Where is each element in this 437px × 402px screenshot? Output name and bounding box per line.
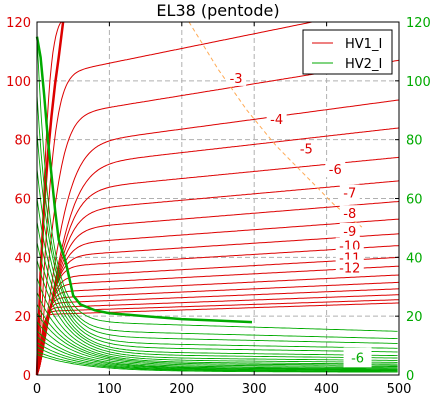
y-tick-label-right: 20 (406, 310, 423, 325)
green-curve (36, 351, 398, 372)
y-tick-label-right: 80 (406, 134, 423, 149)
legend-label: HV1_I (345, 37, 382, 52)
curve-label-bg (339, 222, 360, 239)
red-curve (36, 218, 400, 376)
y-tick-label-right: 120 (406, 16, 431, 31)
red-curve (36, 288, 400, 376)
x-tick-label: 300 (242, 382, 267, 397)
green-curve (36, 95, 398, 340)
green-curve (36, 277, 398, 363)
chart-title: EL38 (pentode) (156, 1, 279, 20)
red-curve (36, 302, 400, 376)
green-curve (36, 198, 398, 353)
green-curve (36, 353, 398, 373)
red-curve (36, 180, 400, 376)
y-tick-label-left: 0 (23, 369, 31, 384)
y-tick-label-left: 120 (6, 16, 31, 31)
y-tick-label-left: 20 (14, 310, 31, 325)
threshold-line (188, 21, 364, 229)
red-curve (36, 299, 399, 376)
curve-label: -4 (270, 113, 283, 128)
red-curve (36, 294, 399, 376)
green-curve (36, 304, 398, 366)
red-curve (36, 127, 400, 376)
grid (37, 22, 399, 375)
x-tick-label: 100 (97, 382, 122, 397)
curve-label: -6 (329, 163, 342, 178)
green-bold-curve (35, 36, 253, 324)
x-tick-label: 0 (33, 382, 41, 397)
y-tick-label-left: 60 (14, 193, 31, 208)
threshold-curve (188, 21, 364, 229)
legend-box (302, 29, 393, 75)
x-tick-label: 400 (314, 382, 339, 397)
curve-label: -3 (230, 72, 243, 87)
y-tick-label-left: 100 (6, 75, 31, 90)
y-tick-label-left: 40 (14, 251, 31, 266)
green-curve (36, 169, 398, 349)
curve-labels: -3-4-5-6-7-8-9-10-11-12-6 (226, 69, 372, 368)
curve-label-bg (339, 184, 360, 201)
series-hv2-i (35, 36, 398, 373)
curve-label-bg (339, 205, 360, 222)
curve-label: -6 (351, 351, 364, 366)
green-curve (36, 221, 398, 357)
curve-label: -7 (343, 187, 356, 202)
green-curve (36, 36, 398, 332)
green-curve (36, 260, 398, 361)
red-curve (36, 281, 400, 376)
green-curve (36, 321, 398, 369)
x-tick-label: 200 (169, 382, 194, 397)
y-tick-label-right: 100 (406, 75, 431, 90)
green-curve (36, 330, 398, 370)
curve-label-bg (335, 259, 364, 276)
red-curve (36, 274, 400, 376)
x-tick-label: 500 (387, 382, 412, 397)
y-tick-label-left: 80 (14, 134, 31, 149)
curve-label: -9 (343, 225, 356, 240)
green-curve (36, 312, 398, 367)
curve-label: -8 (343, 207, 356, 222)
curve-label: -5 (300, 142, 313, 157)
green-curve (36, 292, 398, 365)
series-hv1-i (35, 21, 400, 376)
red-curve (36, 200, 400, 376)
green-curve (36, 242, 398, 359)
legend-label: HV2_I (345, 57, 382, 72)
red-curve (36, 21, 314, 376)
curve-label-bg (343, 347, 372, 368)
curve-label-bg (325, 161, 346, 178)
y-tick-label-right: 40 (406, 251, 423, 266)
curve-label-bg (226, 69, 247, 86)
curve-label-bg (266, 111, 287, 128)
curve-label-bg (296, 140, 317, 157)
red-curve (36, 99, 400, 376)
green-curve (36, 336, 398, 370)
y-tick-label-right: 0 (406, 369, 414, 384)
legend: HV1_I HV2_I (302, 29, 393, 75)
green-curve (36, 346, 398, 372)
curve-label: -12 (339, 262, 360, 277)
green-curve (36, 342, 398, 371)
y-tick-label-right: 60 (406, 193, 423, 208)
green-curve (36, 133, 398, 344)
